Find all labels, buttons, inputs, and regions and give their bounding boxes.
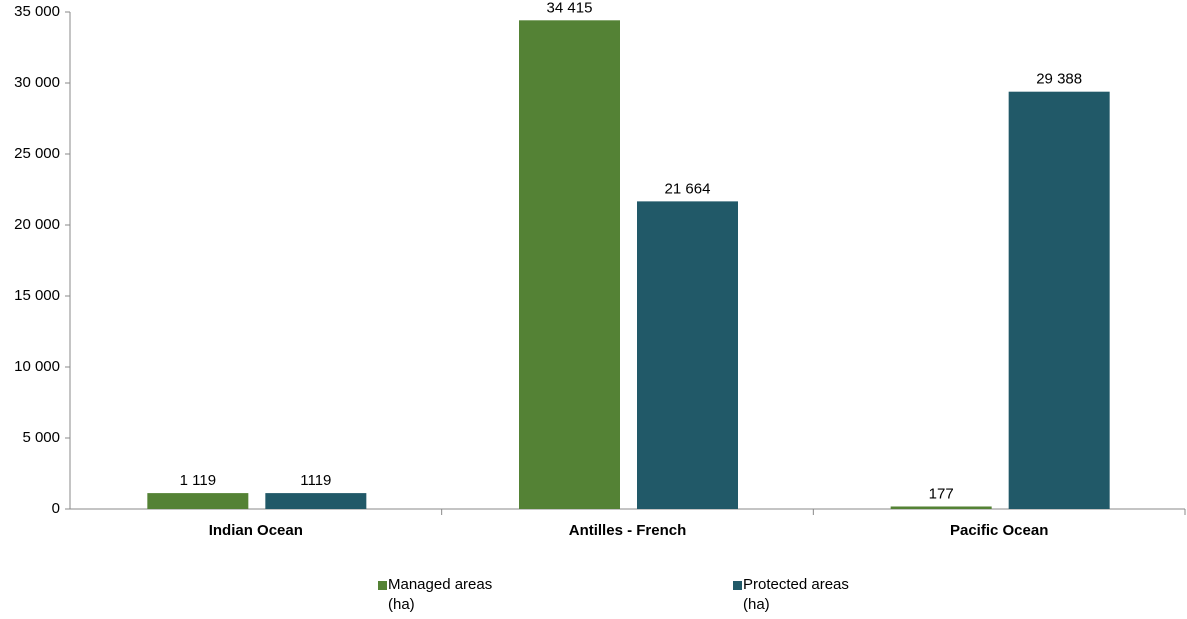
y-tick-label: 25 000 bbox=[14, 145, 60, 162]
x-tick-label: Pacific Ocean bbox=[950, 522, 1048, 539]
legend-label: Protected areas (ha) bbox=[743, 576, 849, 613]
data-label: 177 bbox=[929, 485, 954, 502]
legend-swatch bbox=[378, 581, 387, 590]
y-tick-label: 35 000 bbox=[14, 3, 60, 20]
y-tick-label: 10 000 bbox=[14, 358, 60, 375]
data-label: 34 415 bbox=[547, 0, 593, 16]
data-label: 29 388 bbox=[1036, 71, 1082, 88]
y-tick-label: 20 000 bbox=[14, 216, 60, 233]
bar bbox=[637, 201, 738, 509]
bar bbox=[890, 506, 992, 509]
data-label: 1119 bbox=[300, 472, 331, 489]
y-tick-label: 15 000 bbox=[14, 287, 60, 304]
bar bbox=[147, 493, 249, 509]
y-tick-label: 0 bbox=[52, 500, 60, 517]
x-tick-label: Indian Ocean bbox=[209, 522, 303, 539]
data-label: 1 119 bbox=[180, 472, 216, 489]
bar bbox=[1008, 91, 1110, 509]
data-label: 21 664 bbox=[665, 180, 711, 197]
y-tick-label: 5 000 bbox=[22, 429, 60, 446]
x-tick-label: Antilles - French bbox=[569, 522, 687, 539]
bar bbox=[519, 20, 620, 509]
legend-label: Managed areas (ha) bbox=[388, 576, 493, 613]
y-tick-label: 30 000 bbox=[14, 74, 60, 91]
bar bbox=[265, 493, 367, 509]
legend-swatch bbox=[733, 581, 742, 590]
